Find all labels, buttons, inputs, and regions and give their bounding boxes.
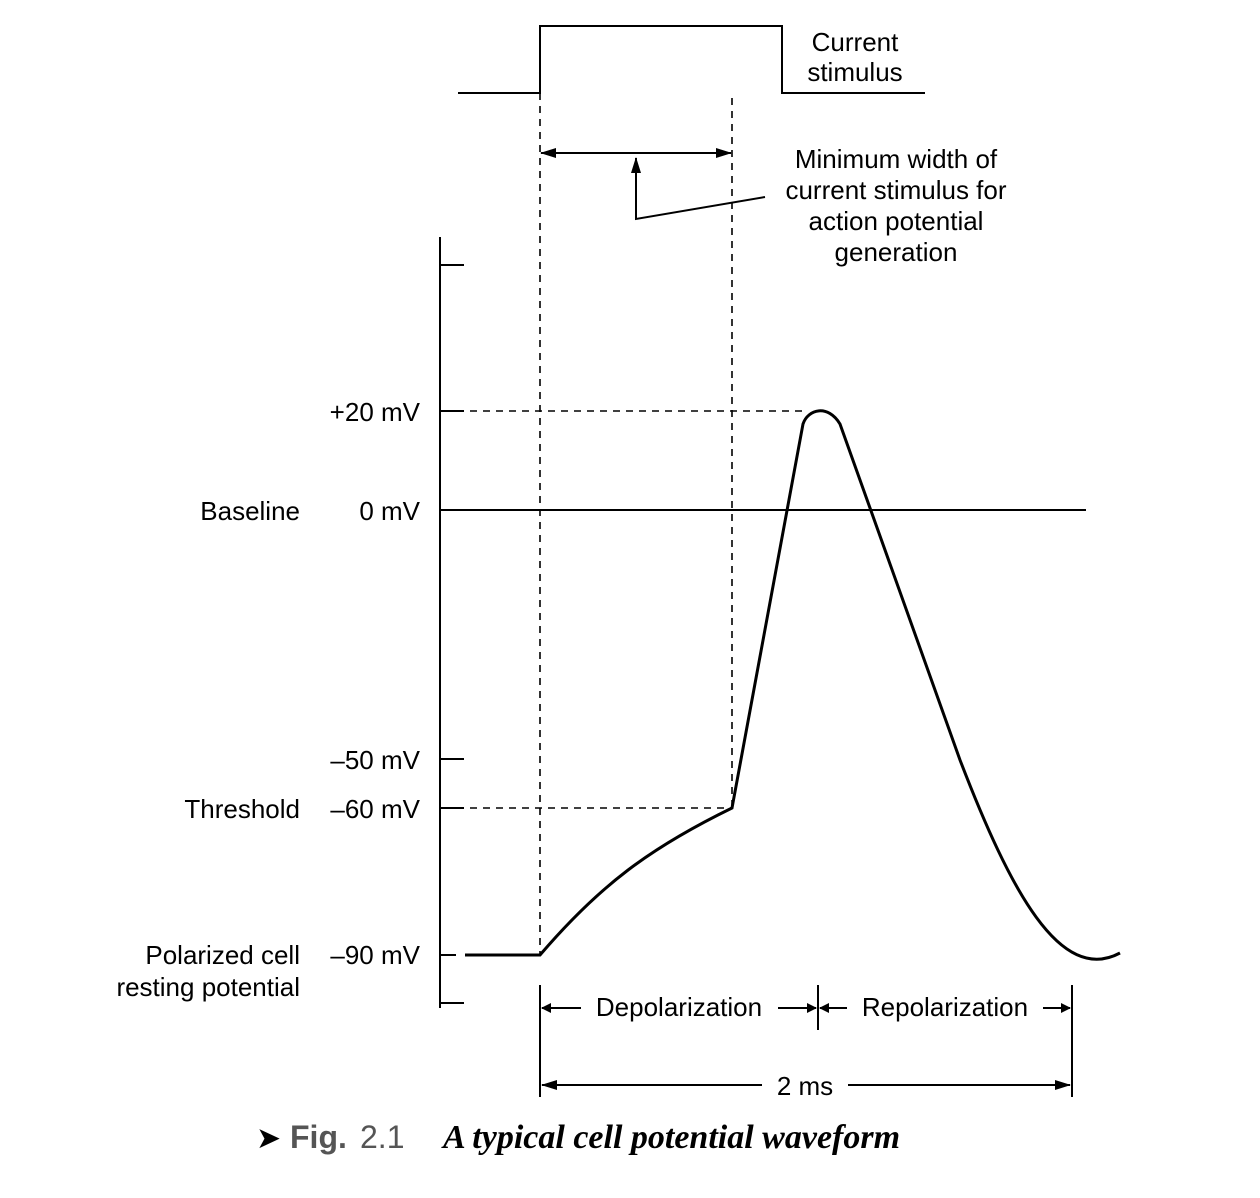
caption-fig-number: 2.1: [360, 1119, 404, 1155]
tick-name-resting-line2: resting potential: [116, 972, 300, 1002]
tick-label-zero: 0 mV: [359, 496, 420, 526]
stimulus-label-line2: stimulus: [807, 57, 902, 87]
tick-name-baseline: Baseline: [200, 496, 300, 526]
depolarization-label: Depolarization: [596, 992, 762, 1022]
annotation-line4: generation: [835, 237, 958, 267]
caption-marker-icon: ➤: [256, 1121, 281, 1156]
tick-name-resting-line1: Polarized cell: [145, 940, 300, 970]
repolarization-label: Repolarization: [862, 992, 1028, 1022]
annotation-line2: current stimulus for: [785, 175, 1006, 205]
tick-name-threshold: Threshold: [184, 794, 300, 824]
tick-label-minus50: –50 mV: [330, 745, 420, 775]
annotation-line1: Minimum width of: [795, 144, 998, 174]
tick-label-plus20: +20 mV: [330, 397, 421, 427]
tick-label-minus90: –90 mV: [330, 940, 420, 970]
tick-label-minus60: –60 mV: [330, 794, 420, 824]
annotation-leader: [631, 157, 766, 221]
action-potential-waveform: [465, 409, 1121, 961]
duration-label: 2 ms: [777, 1071, 833, 1101]
stimulus-pulse: [458, 25, 925, 94]
stimulus-label-line1: Current: [812, 27, 899, 57]
caption-title: A typical cell potential waveform: [441, 1119, 900, 1156]
annotation-line3: action potential: [809, 206, 984, 236]
caption-fig-label: Fig.: [290, 1119, 347, 1155]
